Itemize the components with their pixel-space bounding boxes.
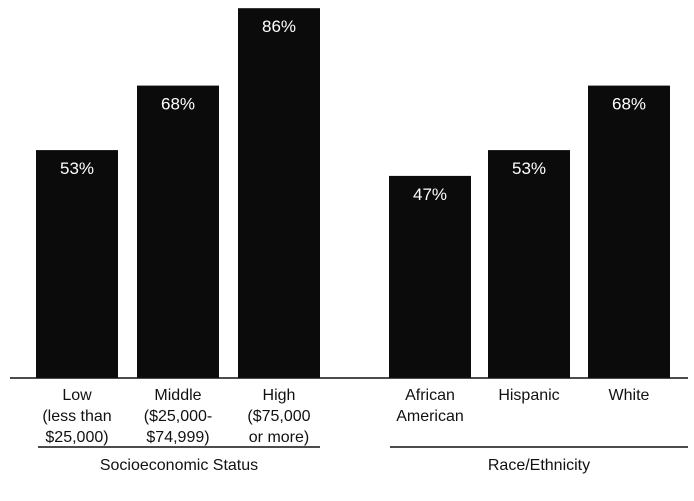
group-label-1: Race/Ethnicity: [488, 457, 590, 474]
category-label-0-0-line-0: Low: [62, 387, 92, 404]
category-label-1-0-line-0: African: [405, 387, 455, 404]
category-labels-layer: Low (less than $25,000) Middle ($25,000- $74,…: [42, 387, 649, 446]
bar-1-2: [588, 85, 670, 378]
group-labels-layer: Socioeconomic Status Race/Ethnicity: [38, 446, 688, 474]
bars-layer: 53% 68% 86% 47% 53% 68%: [36, 8, 670, 378]
category-label-0-1-line-2: $74,999): [146, 429, 209, 446]
category-label-1-1-line-0: Hispanic: [498, 387, 559, 404]
category-label-1-2-line-0: White: [609, 387, 650, 404]
category-label-0-1-line-0: Middle: [154, 387, 201, 404]
bar-0-1: [137, 85, 219, 378]
bar-1-1: [488, 150, 570, 378]
bar-0-0: [36, 150, 118, 378]
bar-value-label-1-0: 47%: [413, 185, 447, 204]
category-label-0-2-line-0: High: [263, 387, 296, 404]
bar-1-0: [389, 175, 471, 378]
category-label-1-0-line-1: American: [396, 408, 464, 425]
bar-value-label-0-2: 86%: [262, 17, 296, 36]
category-label-0-1-line-1: ($25,000-: [144, 408, 213, 425]
bar-0-2: [238, 8, 320, 378]
bar-value-label-1-2: 68%: [612, 95, 646, 114]
category-label-0-2-line-2: or more): [249, 429, 309, 446]
category-label-0-0-line-2: $25,000): [45, 429, 108, 446]
category-label-0-2-line-1: ($75,000: [247, 408, 310, 425]
bar-value-label-0-0: 53%: [60, 159, 94, 178]
category-label-0-0-line-1: (less than: [42, 408, 111, 425]
group-label-0: Socioeconomic Status: [100, 457, 258, 474]
bar-value-label-0-1: 68%: [161, 95, 195, 114]
bar-value-label-1-1: 53%: [512, 159, 546, 178]
